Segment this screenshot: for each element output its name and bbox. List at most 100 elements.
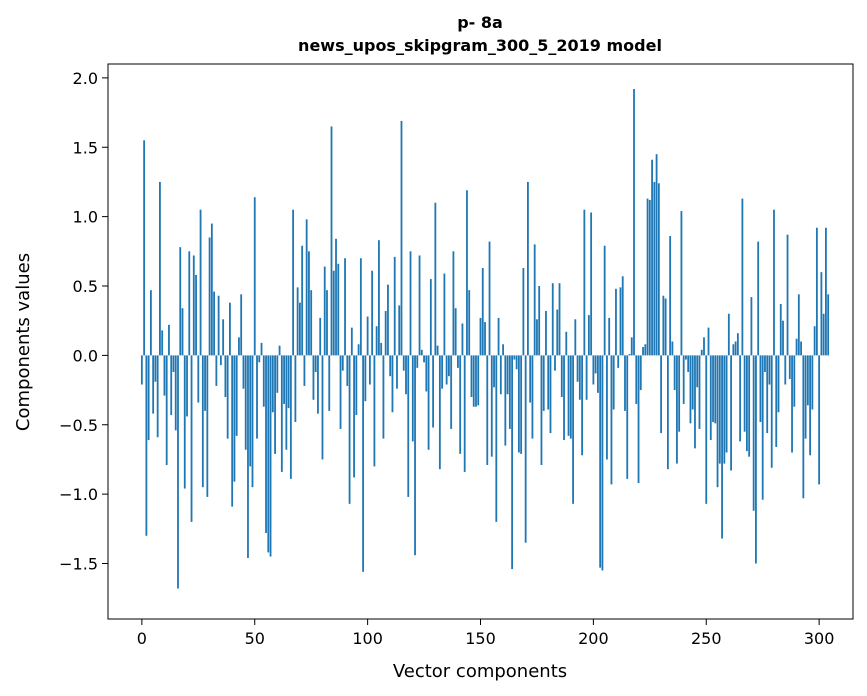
x-tick-label: 300 — [804, 629, 835, 648]
bar — [504, 355, 507, 446]
bar — [800, 341, 802, 356]
y-tick-label: −1.5 — [59, 555, 98, 574]
bar — [226, 355, 229, 439]
bar — [145, 355, 148, 536]
bar — [522, 267, 525, 356]
bar — [378, 240, 380, 356]
bar — [490, 355, 493, 457]
bar — [592, 355, 595, 385]
bar — [617, 355, 620, 368]
bar — [472, 355, 475, 407]
bar — [335, 238, 337, 356]
bar — [529, 355, 532, 403]
bar — [782, 320, 784, 356]
bar — [251, 355, 254, 488]
bar — [242, 355, 245, 389]
bar — [454, 308, 457, 356]
bar — [359, 258, 362, 356]
bar — [443, 273, 446, 356]
bar — [779, 304, 782, 356]
bar — [540, 355, 543, 465]
bar — [256, 355, 258, 439]
bar — [231, 355, 234, 507]
bar — [739, 355, 742, 442]
bar — [626, 355, 629, 479]
bar — [296, 287, 299, 356]
bar — [750, 297, 753, 356]
bar — [210, 223, 213, 356]
bar — [809, 355, 812, 456]
bar — [811, 355, 814, 410]
bar — [161, 330, 164, 356]
bar — [757, 241, 760, 356]
bar — [337, 263, 340, 356]
x-tick-label: 150 — [465, 629, 496, 648]
bar — [274, 355, 276, 454]
bar — [558, 283, 561, 356]
bar — [497, 317, 500, 356]
bar — [678, 355, 681, 432]
bar — [578, 355, 581, 400]
bar — [714, 355, 717, 424]
bar — [669, 236, 672, 356]
bar — [258, 355, 261, 363]
bar — [147, 355, 150, 441]
bar — [664, 298, 667, 356]
bar — [565, 331, 568, 356]
bar — [689, 355, 692, 424]
bar — [168, 324, 170, 356]
bar — [707, 327, 710, 356]
bar — [348, 355, 351, 504]
bar — [666, 355, 669, 470]
bar — [549, 355, 552, 434]
bar — [181, 308, 184, 356]
bar — [768, 355, 771, 385]
bar — [696, 355, 699, 388]
bar — [156, 355, 159, 438]
bar — [420, 349, 423, 356]
bar — [511, 355, 514, 570]
chart-title-line1: p- 8a — [457, 13, 503, 32]
bar — [556, 309, 559, 356]
bar — [615, 288, 617, 356]
bar — [179, 247, 182, 356]
bar — [373, 355, 376, 467]
bar — [533, 244, 536, 356]
bar — [438, 355, 441, 470]
bar — [201, 355, 204, 488]
bar — [531, 355, 534, 439]
bar — [287, 355, 290, 409]
bar — [235, 355, 238, 436]
bar — [192, 255, 195, 356]
bar — [581, 355, 583, 456]
bar — [734, 341, 737, 356]
bar — [375, 326, 378, 356]
bar — [407, 355, 410, 497]
bar — [159, 181, 161, 356]
bar — [425, 355, 428, 392]
bar — [423, 355, 425, 363]
bar — [183, 355, 186, 489]
bar — [642, 347, 644, 356]
bar — [610, 355, 613, 485]
y-tick-label: 1.0 — [73, 208, 98, 227]
bar — [208, 237, 211, 356]
bar — [513, 355, 516, 360]
bar — [764, 355, 766, 373]
bar — [596, 355, 599, 393]
bar — [457, 355, 459, 368]
bar — [653, 181, 656, 356]
bar — [149, 290, 152, 356]
bar — [197, 355, 200, 403]
y-axis: −1.5 −1.0 −0.5 0.0 0.5 1.0 1.5 2.0 — [59, 69, 108, 574]
bar — [447, 355, 450, 377]
bar — [793, 355, 796, 407]
bar — [685, 355, 687, 360]
bar — [262, 355, 265, 407]
bar — [265, 355, 267, 533]
bar — [633, 88, 635, 356]
bar — [339, 355, 342, 429]
bar — [240, 294, 243, 356]
bar — [766, 355, 769, 434]
bar — [676, 355, 678, 464]
